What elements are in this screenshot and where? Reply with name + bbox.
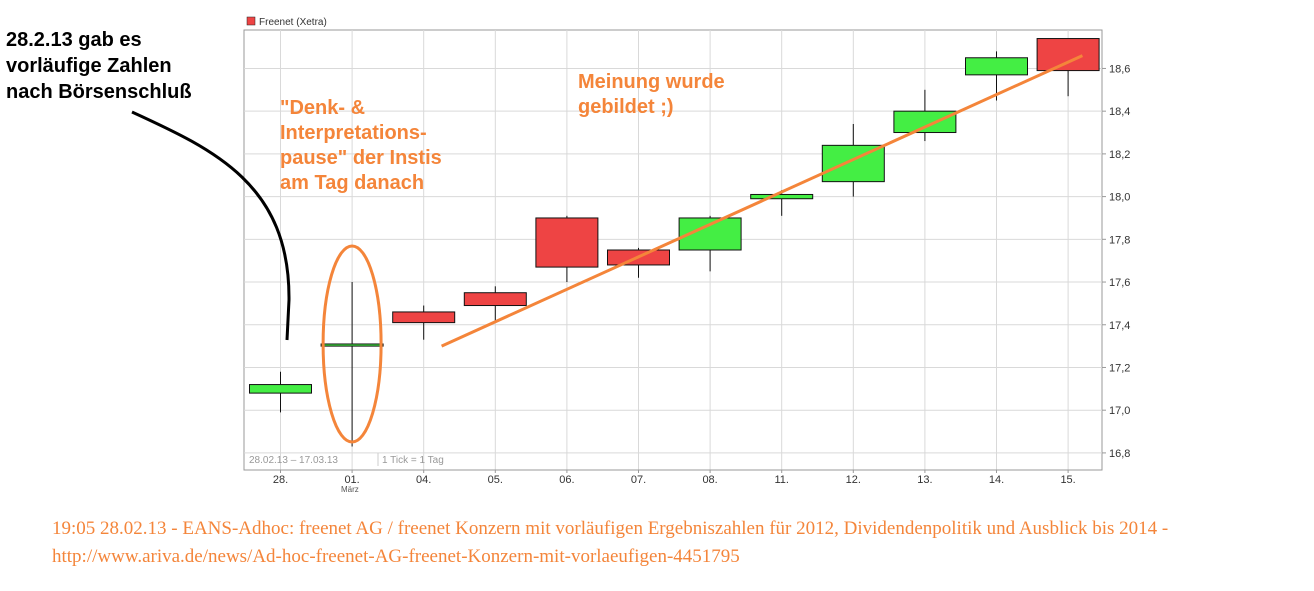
y-tick-label: 16,8 (1109, 448, 1130, 460)
candle (893, 89, 957, 142)
candle-body (392, 311, 456, 324)
x-tick-label: 04. (416, 474, 431, 486)
month-label: März (341, 485, 359, 494)
candle-body (965, 57, 1028, 76)
x-axis-ticks: 28. 01. 04. 05. 06. 07. 08. 11. 12. 13. 14. 15. (273, 470, 1076, 486)
highlight-ellipse (321, 244, 383, 444)
candle-body (893, 110, 957, 134)
candle (392, 305, 456, 340)
x-tick-label: 06. (559, 474, 574, 486)
candle (965, 51, 1028, 101)
y-tick-label: 17,8 (1109, 234, 1130, 246)
annotation-preliminary-figures: 28.2.13 gab es vorläufige Zahlen nach Bö… (6, 29, 192, 103)
x-tick-label: 28. (273, 474, 288, 486)
candle (463, 286, 527, 323)
candle-body (535, 217, 599, 268)
x-tick-label: 07. (631, 474, 646, 486)
candle-body (320, 343, 384, 347)
news-caption: 19:05 28.02.13 - EANS-Adhoc: freenet AG … (52, 518, 1169, 567)
candle (249, 371, 312, 413)
x-tick-label: 11. (774, 474, 788, 486)
candle (535, 215, 599, 283)
x-tick-label: 12. (846, 474, 861, 486)
plot-frame (243, 29, 1103, 471)
legend-label: Freenet (Xetra) (259, 17, 327, 28)
candle-body (750, 193, 814, 200)
chart-legend: Freenet (Xetra) (246, 16, 327, 28)
candle-body (463, 292, 527, 307)
annotation-opinion-formed: Meinung wurde gebildet ;) (578, 71, 725, 118)
x-tick-label: 08. (702, 474, 717, 486)
candle-body (249, 384, 312, 394)
candle (750, 190, 814, 216)
y-tick-label: 17,6 (1109, 277, 1130, 289)
y-tick-label: 17,2 (1109, 362, 1130, 374)
annotation-thinking-pause: "Denk- & Interpretations- pause" der Ins… (280, 97, 442, 194)
candle-body (1036, 38, 1100, 72)
y-tick-label: 18,6 (1109, 63, 1130, 75)
y-tick-label: 18,4 (1109, 106, 1130, 118)
y-tick-label: 18,0 (1109, 192, 1130, 204)
legend-swatch (246, 16, 256, 26)
trend-line (440, 54, 1084, 348)
pointer-arrow (131, 110, 291, 341)
tick-interval-label: 1 Tick = 1 Tag (382, 455, 444, 466)
x-tick-label: 01. (344, 474, 359, 486)
x-tick-label: 15. (1060, 474, 1075, 486)
x-tick-label: 13. (917, 474, 932, 486)
date-range-label: 28.02.13 – 17.03.13 (249, 455, 338, 466)
x-tick-label: 05. (488, 474, 503, 486)
y-axis-ticks: 16,8 17,0 17,2 17,4 17,6 17,8 18,0 18,2 18,4 18,6 (1102, 63, 1130, 460)
y-tick-label: 17,4 (1109, 320, 1130, 332)
x-tick-label: 14. (989, 474, 1004, 486)
y-tick-label: 18,2 (1109, 149, 1130, 161)
candle (320, 282, 384, 447)
y-tick-label: 17,0 (1109, 405, 1130, 417)
grid-lines (244, 30, 1102, 470)
plot-area: 16,8 17,0 17,2 17,4 17,6 17,8 18,0 18,2 18,4 18,6… (243, 29, 1130, 486)
candle (1036, 38, 1100, 97)
